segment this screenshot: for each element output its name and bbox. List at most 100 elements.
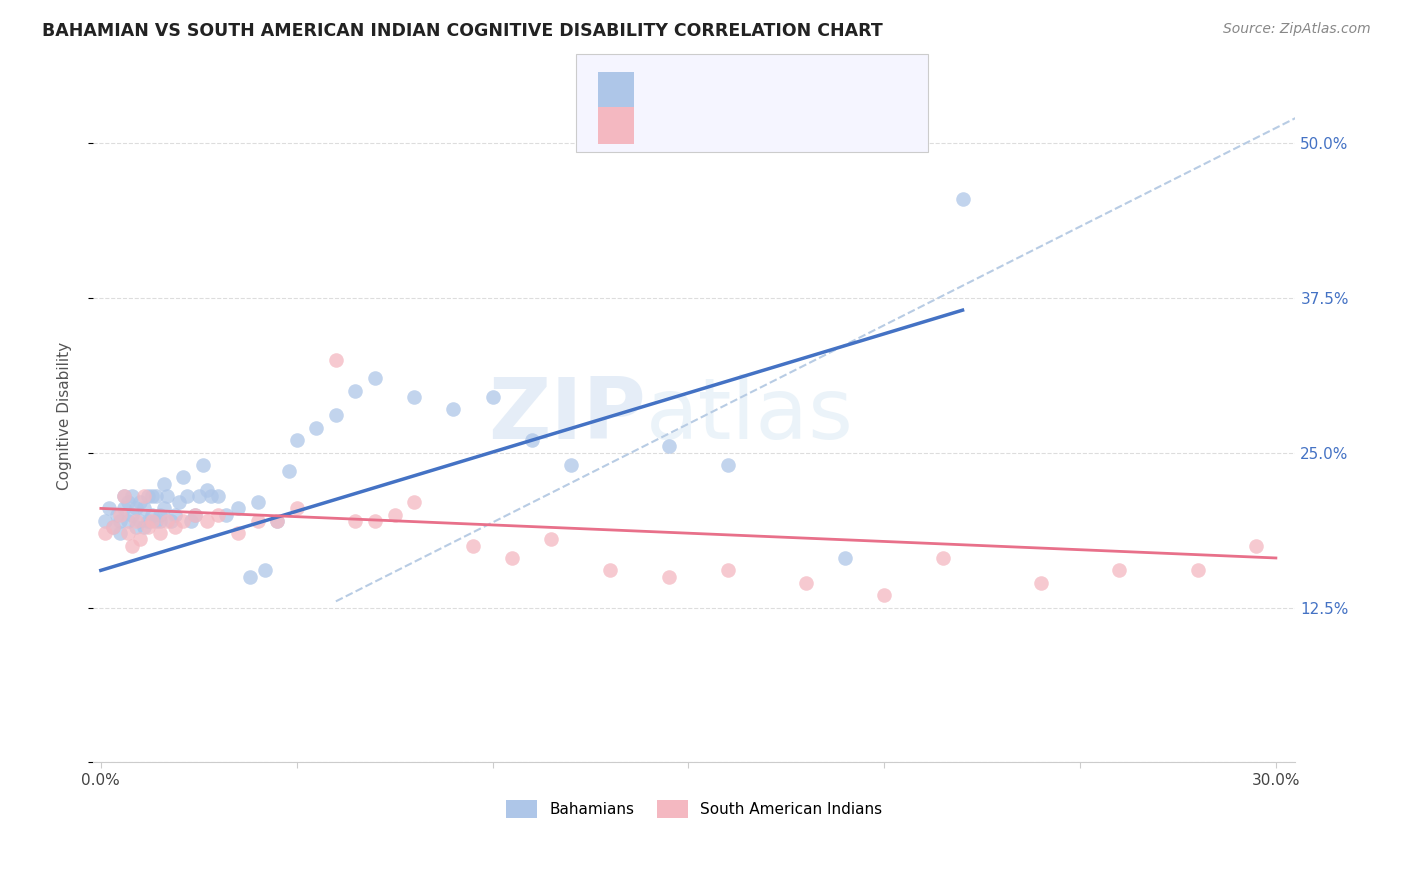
Text: N =: N = bbox=[762, 115, 810, 133]
Point bbox=[305, 421, 328, 435]
Point bbox=[121, 539, 143, 553]
Point bbox=[141, 489, 163, 503]
Point bbox=[1187, 563, 1209, 577]
Point bbox=[117, 514, 139, 528]
Point bbox=[97, 501, 120, 516]
Point bbox=[285, 501, 308, 516]
Point bbox=[94, 514, 117, 528]
Point bbox=[149, 514, 172, 528]
Point bbox=[481, 390, 503, 404]
Point bbox=[441, 402, 464, 417]
Point bbox=[1108, 563, 1130, 577]
Point bbox=[110, 508, 132, 522]
Point bbox=[932, 551, 955, 566]
Point bbox=[141, 514, 163, 528]
Text: atlas: atlas bbox=[647, 374, 853, 457]
Point bbox=[404, 390, 426, 404]
Point bbox=[129, 495, 152, 509]
Point bbox=[1246, 539, 1268, 553]
Point bbox=[129, 533, 152, 547]
Point bbox=[364, 371, 387, 385]
Point bbox=[344, 514, 367, 528]
Point bbox=[112, 489, 135, 503]
Point bbox=[129, 514, 152, 528]
Point bbox=[254, 563, 277, 577]
Point bbox=[136, 489, 159, 503]
Point bbox=[149, 526, 172, 541]
Y-axis label: Cognitive Disability: Cognitive Disability bbox=[58, 342, 72, 490]
Legend: Bahamians, South American Indians: Bahamians, South American Indians bbox=[501, 794, 889, 824]
Point bbox=[325, 409, 347, 423]
Point bbox=[145, 514, 167, 528]
Text: 62: 62 bbox=[811, 80, 834, 98]
Point bbox=[364, 514, 387, 528]
Point bbox=[117, 526, 139, 541]
Point bbox=[658, 569, 681, 583]
Point bbox=[1029, 575, 1052, 590]
Text: R =: R = bbox=[643, 80, 679, 98]
Point bbox=[285, 434, 308, 448]
Point bbox=[149, 508, 172, 522]
Point bbox=[172, 514, 194, 528]
Text: BAHAMIAN VS SOUTH AMERICAN INDIAN COGNITIVE DISABILITY CORRELATION CHART: BAHAMIAN VS SOUTH AMERICAN INDIAN COGNIT… bbox=[42, 22, 883, 40]
Point bbox=[160, 514, 183, 528]
Point bbox=[873, 588, 896, 602]
Point bbox=[152, 476, 174, 491]
Point bbox=[191, 458, 214, 472]
Point bbox=[325, 352, 347, 367]
Point bbox=[125, 514, 148, 528]
Point bbox=[461, 539, 484, 553]
Point bbox=[200, 489, 222, 503]
Point bbox=[110, 526, 132, 541]
Text: -0.142: -0.142 bbox=[678, 115, 737, 133]
Point bbox=[110, 514, 132, 528]
Point bbox=[246, 514, 269, 528]
Point bbox=[540, 533, 562, 547]
Point bbox=[105, 508, 128, 522]
Point bbox=[117, 495, 139, 509]
Point bbox=[112, 501, 135, 516]
Point bbox=[384, 508, 406, 522]
Point bbox=[172, 470, 194, 484]
Point bbox=[834, 551, 856, 566]
Point bbox=[125, 520, 148, 534]
Point bbox=[167, 495, 190, 509]
Point bbox=[520, 434, 543, 448]
Point bbox=[266, 514, 288, 528]
Point bbox=[560, 458, 582, 472]
Point bbox=[404, 495, 426, 509]
Point bbox=[226, 501, 249, 516]
Point bbox=[195, 483, 218, 497]
Point bbox=[716, 458, 738, 472]
Point bbox=[187, 489, 209, 503]
Point bbox=[266, 514, 288, 528]
Point bbox=[184, 508, 207, 522]
Point bbox=[156, 489, 179, 503]
Point bbox=[165, 508, 187, 522]
Point bbox=[156, 514, 179, 528]
Point bbox=[136, 520, 159, 534]
Point bbox=[952, 192, 974, 206]
Point bbox=[501, 551, 523, 566]
Point bbox=[141, 508, 163, 522]
Point bbox=[165, 520, 187, 534]
Point bbox=[215, 508, 238, 522]
Point bbox=[207, 508, 229, 522]
Point bbox=[125, 501, 148, 516]
Point bbox=[207, 489, 229, 503]
Point bbox=[176, 489, 198, 503]
Point bbox=[152, 501, 174, 516]
Point bbox=[101, 520, 124, 534]
Point bbox=[132, 520, 155, 534]
Point bbox=[184, 508, 207, 522]
Point bbox=[277, 464, 299, 478]
Point bbox=[121, 489, 143, 503]
Point bbox=[344, 384, 367, 398]
Point bbox=[101, 520, 124, 534]
Point bbox=[112, 489, 135, 503]
Point bbox=[246, 495, 269, 509]
Text: N =: N = bbox=[762, 80, 810, 98]
Point bbox=[132, 501, 155, 516]
Point bbox=[145, 489, 167, 503]
Point bbox=[121, 508, 143, 522]
